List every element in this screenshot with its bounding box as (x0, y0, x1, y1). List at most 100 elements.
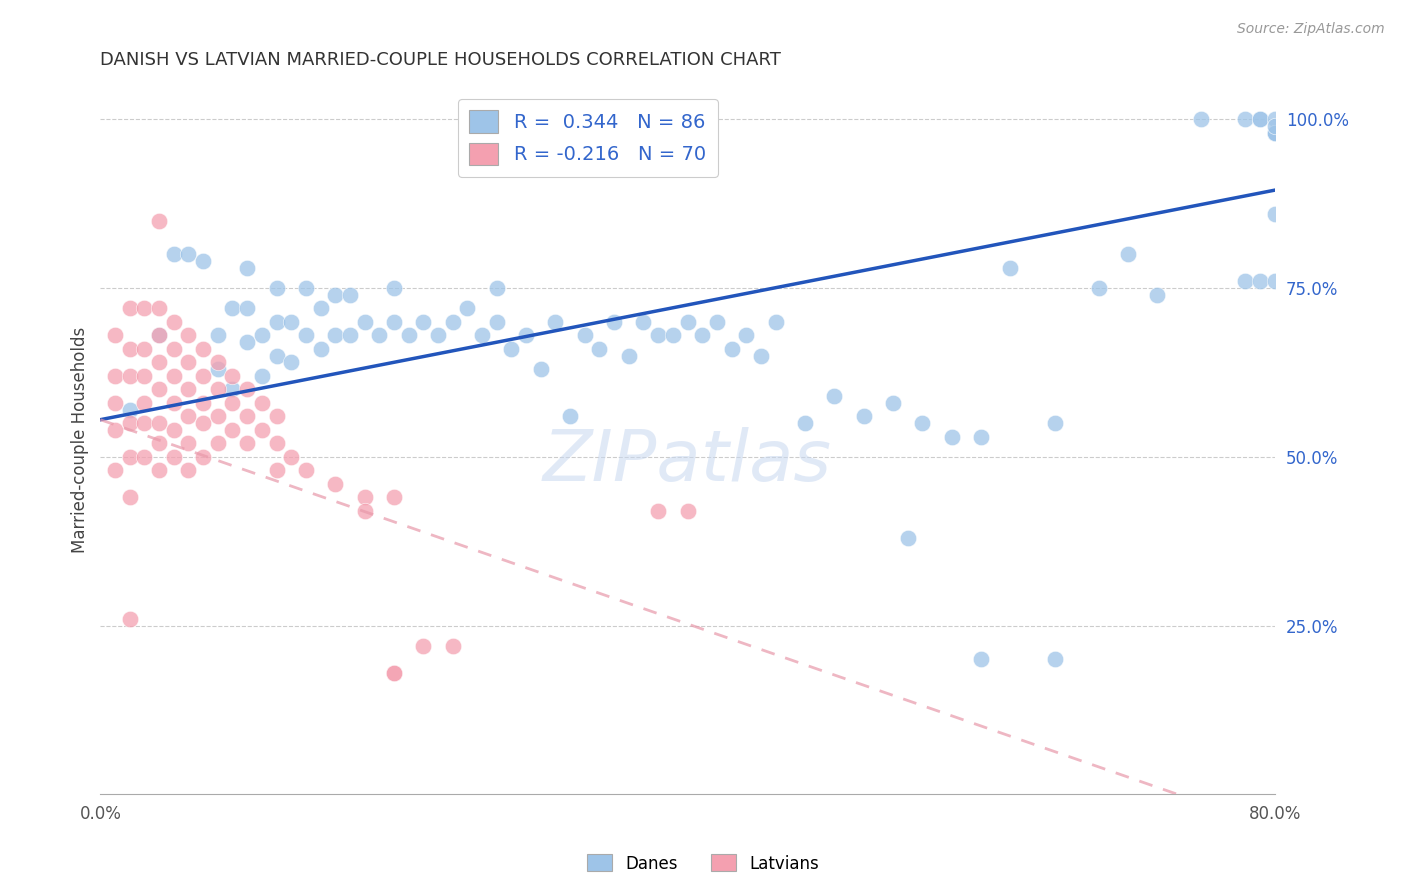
Point (882, 396, 904, 410)
Point (941, 429, 963, 443)
Point (897, 531, 920, 545)
Point (250, 396, 273, 410)
Point (1087, 281, 1109, 295)
Point (134, 450, 156, 464)
Point (280, 315, 302, 329)
Point (823, 389, 845, 403)
Point (191, 368, 214, 383)
Point (368, 328, 391, 343)
Point (266, 349, 288, 363)
Point (1249, 274, 1271, 288)
Point (250, 423, 273, 437)
Point (148, 463, 170, 477)
Point (163, 396, 186, 410)
Point (177, 247, 200, 261)
Point (441, 639, 464, 653)
Point (177, 409, 200, 424)
Point (1264, 207, 1286, 221)
Point (207, 362, 229, 376)
Point (207, 436, 229, 450)
Point (382, 665, 405, 680)
Point (148, 436, 170, 450)
Text: Source: ZipAtlas.com: Source: ZipAtlas.com (1237, 22, 1385, 37)
Point (456, 301, 478, 316)
Point (280, 355, 302, 369)
Point (236, 334, 259, 349)
Point (1264, 119, 1286, 133)
Point (148, 301, 170, 316)
Point (134, 416, 156, 430)
Point (118, 342, 141, 356)
Point (148, 213, 170, 227)
Point (236, 436, 259, 450)
Point (339, 287, 361, 301)
Point (177, 382, 200, 396)
Point (558, 409, 581, 424)
Point (544, 315, 567, 329)
Point (207, 328, 229, 343)
Point (177, 355, 200, 369)
Point (1234, 274, 1257, 288)
Point (471, 328, 494, 343)
Point (1116, 247, 1139, 261)
Point (749, 349, 772, 363)
Point (191, 254, 214, 268)
Point (574, 328, 596, 343)
Point (221, 396, 243, 410)
Point (221, 301, 243, 316)
Point (735, 328, 758, 343)
Point (1189, 112, 1212, 127)
Point (191, 342, 214, 356)
Point (382, 281, 405, 295)
Point (221, 368, 243, 383)
Point (104, 328, 127, 343)
Point (485, 281, 508, 295)
Point (118, 368, 141, 383)
Point (412, 639, 434, 653)
Point (633, 315, 655, 329)
Point (911, 416, 934, 430)
Point (104, 463, 127, 477)
Point (295, 328, 318, 343)
Point (603, 315, 626, 329)
Point (398, 328, 420, 343)
Point (104, 396, 127, 410)
Point (353, 315, 375, 329)
Point (266, 409, 288, 424)
Point (250, 368, 273, 383)
Point (970, 652, 993, 666)
Point (280, 450, 302, 464)
Point (207, 355, 229, 369)
Point (163, 315, 186, 329)
Point (323, 476, 346, 491)
Point (134, 396, 156, 410)
Point (647, 328, 669, 343)
Point (1249, 112, 1271, 127)
Point (148, 328, 170, 343)
Point (1264, 112, 1286, 127)
Point (970, 429, 993, 443)
Point (221, 382, 243, 396)
Point (382, 315, 405, 329)
Point (662, 328, 685, 343)
Point (588, 342, 610, 356)
Point (1000, 260, 1022, 275)
Point (353, 491, 375, 505)
Point (191, 396, 214, 410)
Point (295, 281, 318, 295)
Point (236, 301, 259, 316)
Point (250, 328, 273, 343)
Point (148, 328, 170, 343)
Point (339, 328, 361, 343)
Point (191, 450, 214, 464)
Point (295, 463, 318, 477)
Point (266, 315, 288, 329)
Point (104, 423, 127, 437)
Point (485, 315, 508, 329)
Point (647, 504, 669, 518)
Point (1264, 126, 1286, 140)
Point (221, 423, 243, 437)
Point (236, 260, 259, 275)
Point (177, 463, 200, 477)
Point (134, 342, 156, 356)
